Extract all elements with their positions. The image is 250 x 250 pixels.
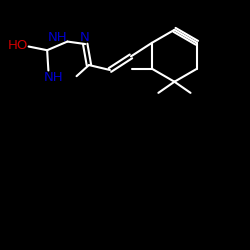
Text: N: N xyxy=(80,30,90,44)
Text: NH: NH xyxy=(44,72,63,85)
Text: HO: HO xyxy=(8,39,28,52)
Text: NH: NH xyxy=(48,30,68,44)
